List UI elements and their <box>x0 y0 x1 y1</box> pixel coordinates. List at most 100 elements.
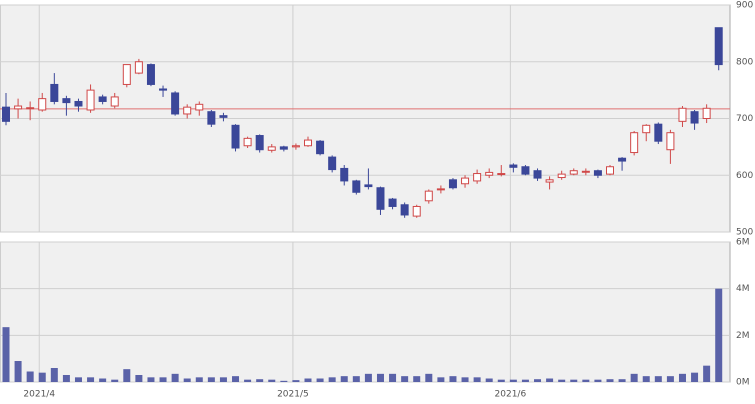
volume-bar <box>352 376 360 382</box>
volume-bar <box>606 379 614 382</box>
volume-bar <box>473 377 481 382</box>
candle-body <box>448 179 457 189</box>
volume-bar <box>678 373 686 382</box>
volume-bar <box>630 373 638 382</box>
candle-body <box>171 92 180 115</box>
candle-body <box>630 132 639 154</box>
candle-body <box>86 89 95 111</box>
volume-bar <box>316 378 324 382</box>
volume-bar <box>26 371 34 382</box>
volume-bar <box>99 378 107 382</box>
volume-bar <box>666 376 674 382</box>
candle-body <box>714 27 723 66</box>
candle-body <box>654 123 663 142</box>
volume-bar <box>570 379 578 382</box>
y-tick-label: 800 <box>736 57 753 67</box>
volume-bar <box>521 379 529 382</box>
x-tick-label: 2021/4 <box>23 390 55 400</box>
volume-bar <box>147 377 155 382</box>
volume-bar <box>449 376 457 382</box>
candle-body <box>146 64 155 85</box>
volume-bar <box>364 373 372 382</box>
candle-body <box>279 146 288 150</box>
x-tick-label: 2021/6 <box>495 390 527 400</box>
candle-body <box>231 124 240 149</box>
y-tick-label: 900 <box>736 1 753 11</box>
candle-body <box>183 106 192 115</box>
volume-bar <box>280 380 288 382</box>
volume-bar <box>232 376 240 382</box>
candle-body <box>606 166 614 175</box>
volume-bar <box>437 377 445 382</box>
volume-bar <box>50 368 58 382</box>
volume-bar <box>691 372 699 382</box>
volume-bar <box>461 377 469 382</box>
volume-bar <box>268 379 276 382</box>
candle-body <box>255 135 264 151</box>
volume-bar <box>207 377 215 382</box>
candle-body <box>436 188 445 191</box>
volume-bar <box>534 379 542 382</box>
volume-bar <box>509 379 517 382</box>
candle-body <box>642 124 651 134</box>
volume-bar <box>618 379 626 382</box>
volume-bar <box>87 377 95 382</box>
candle-body <box>219 115 228 118</box>
volume-bar <box>340 376 348 382</box>
volume-bar <box>292 380 300 382</box>
candle-body <box>328 156 337 171</box>
candle-body <box>388 198 397 207</box>
candle-body <box>267 146 276 151</box>
candle-body <box>509 164 518 168</box>
volume-bar <box>389 373 397 382</box>
volume-bar <box>413 376 421 382</box>
candle-body <box>243 137 252 147</box>
volume-bar <box>244 379 252 382</box>
candle-body <box>62 98 71 104</box>
candle-body <box>412 205 421 217</box>
volume-bar <box>703 365 711 382</box>
volume-bar <box>328 377 336 382</box>
candle-body <box>424 190 433 202</box>
volume-bar <box>74 377 82 382</box>
y-tick-label: 500 <box>736 228 753 238</box>
y-tick-label: 4M <box>736 284 750 294</box>
volume-bar <box>546 378 554 382</box>
candle-body <box>497 173 506 176</box>
candle-body <box>521 166 530 175</box>
volume-bar <box>642 376 650 382</box>
candle-body <box>569 170 578 175</box>
candle-body <box>26 107 35 110</box>
candle-body <box>316 140 325 155</box>
candle-body <box>122 64 131 85</box>
candle-body <box>485 171 494 176</box>
candle-body <box>291 145 300 148</box>
candle-body <box>110 96 119 107</box>
volume-bar <box>425 373 433 382</box>
candle-body <box>666 132 675 151</box>
y-tick-label: 0M <box>736 378 750 388</box>
y-tick-label: 700 <box>736 114 753 124</box>
volume-bar <box>219 377 227 382</box>
candle-body <box>690 111 699 124</box>
candle-body <box>618 157 627 162</box>
volume-bar <box>159 377 167 382</box>
candle-body <box>593 170 602 176</box>
volume-bar <box>485 378 493 382</box>
volume-bar <box>38 372 46 382</box>
candle-body <box>304 139 312 147</box>
candle-body <box>98 96 107 102</box>
candle-body <box>38 98 47 111</box>
volume-bar <box>62 375 70 382</box>
volume-bar <box>594 379 602 382</box>
candle-body <box>473 173 482 182</box>
volume-bar <box>14 361 22 382</box>
candle-body <box>533 170 542 179</box>
candle-body <box>557 173 566 179</box>
y-tick-label: 600 <box>736 171 753 181</box>
candle-body <box>352 180 361 193</box>
candle-body <box>461 177 470 185</box>
volume-bar <box>654 376 662 382</box>
x-tick-label: 2021/5 <box>277 390 309 400</box>
candle-body <box>2 106 10 122</box>
